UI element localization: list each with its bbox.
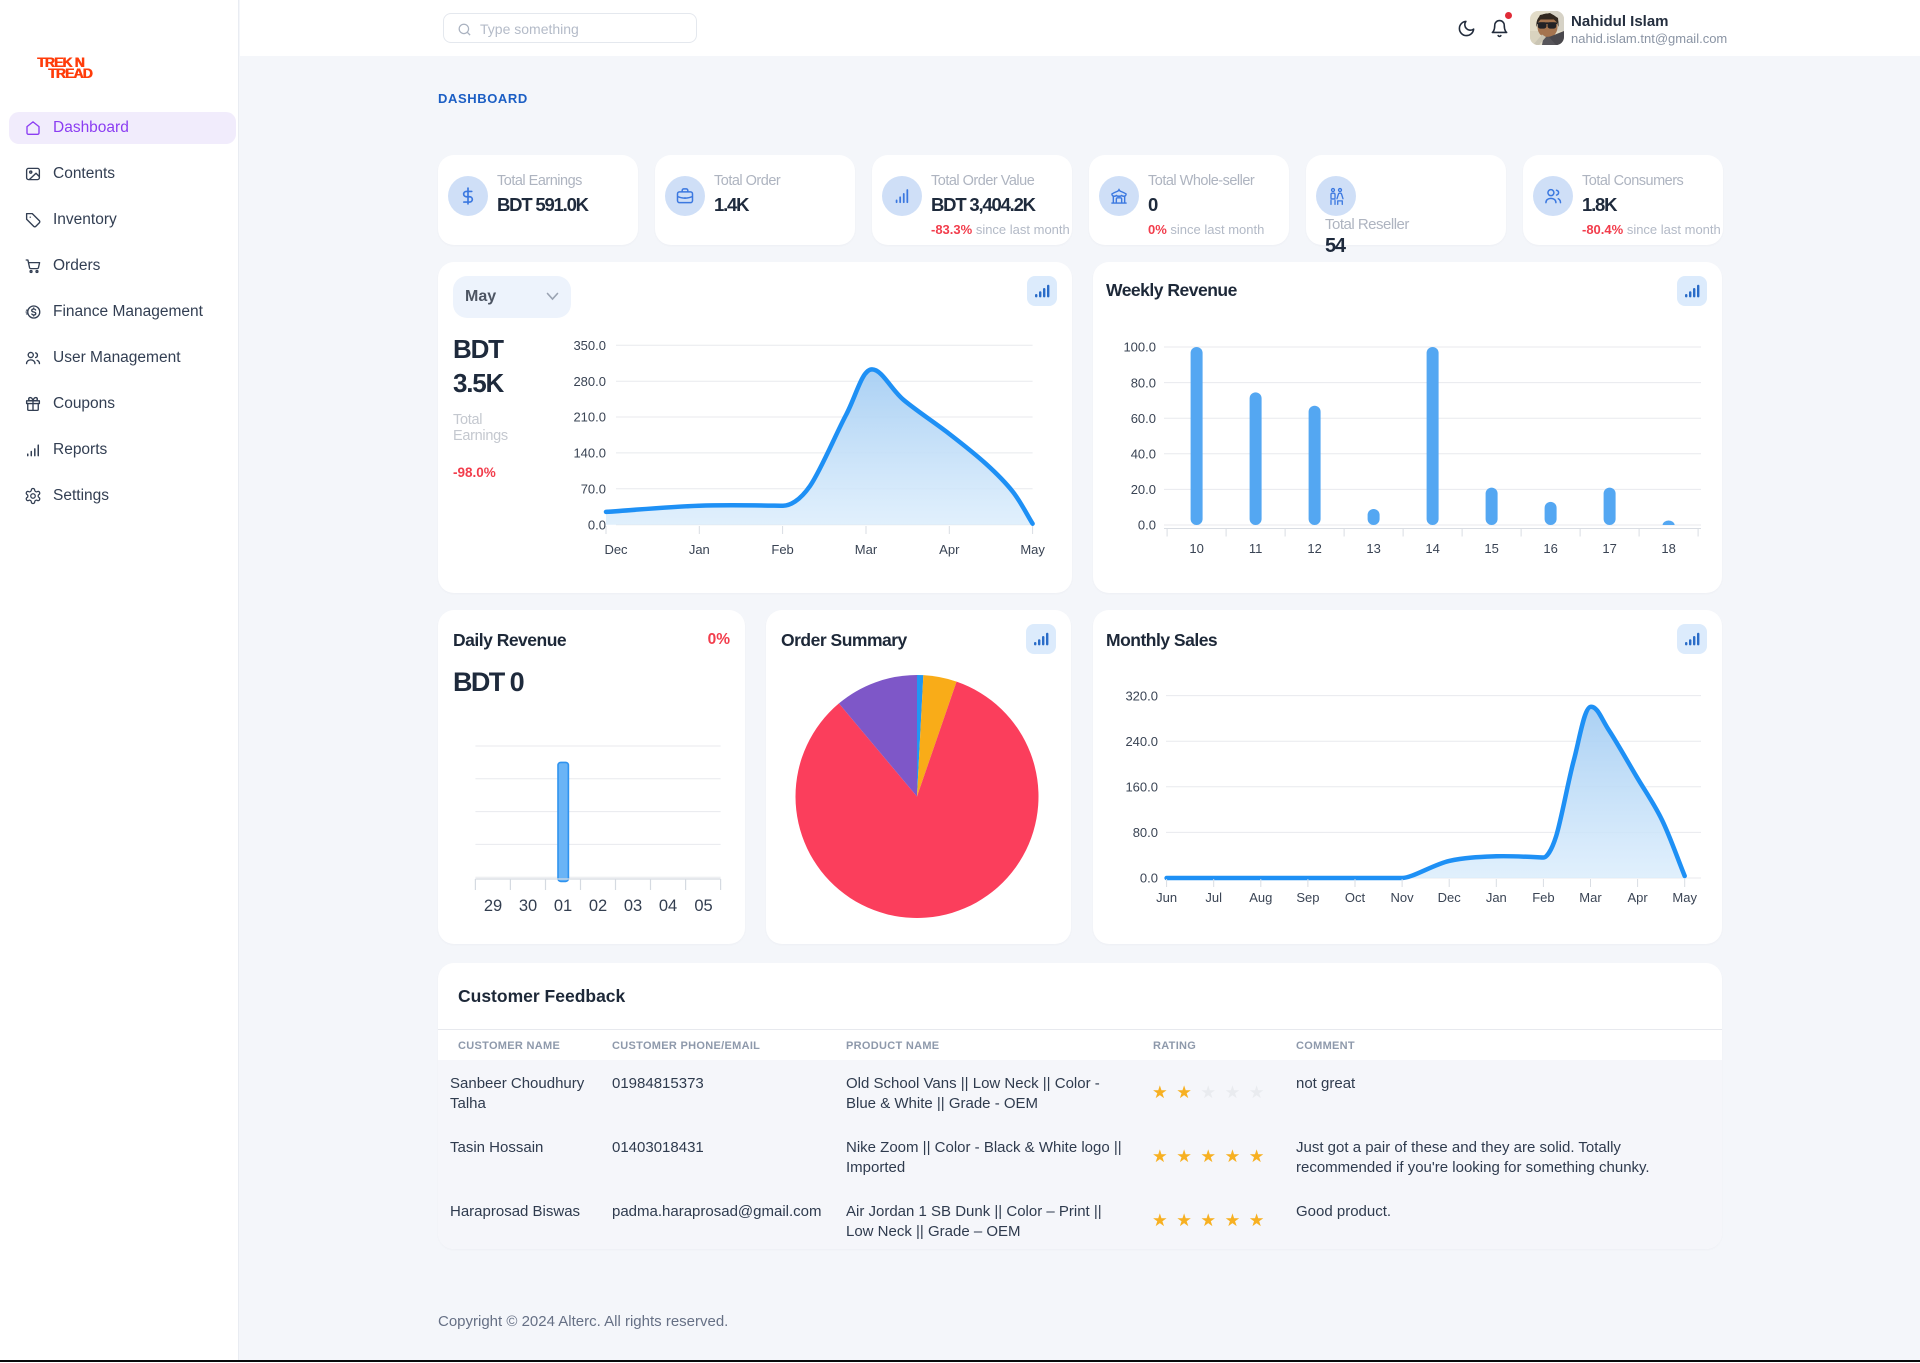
svg-text:70.0: 70.0 — [581, 482, 606, 497]
svg-text:11: 11 — [1249, 541, 1263, 556]
svg-text:Mar: Mar — [1579, 890, 1602, 905]
svg-text:05: 05 — [694, 897, 712, 915]
svg-text:20.0: 20.0 — [1131, 482, 1156, 497]
svg-text:280.0: 280.0 — [573, 374, 606, 389]
svg-text:60.0: 60.0 — [1131, 411, 1156, 426]
svg-text:Mar: Mar — [855, 542, 878, 557]
svg-text:160.0: 160.0 — [1125, 780, 1158, 795]
svg-text:15: 15 — [1484, 541, 1498, 556]
svg-text:240.0: 240.0 — [1125, 734, 1158, 749]
svg-text:Dec: Dec — [604, 542, 628, 557]
svg-text:02: 02 — [589, 897, 607, 915]
svg-text:80.0: 80.0 — [1131, 375, 1156, 390]
svg-text:Jun: Jun — [1156, 890, 1177, 905]
svg-text:0.0: 0.0 — [1138, 518, 1156, 533]
svg-text:01: 01 — [554, 897, 572, 915]
svg-text:16: 16 — [1543, 541, 1557, 556]
svg-text:Jan: Jan — [1486, 890, 1507, 905]
svg-text:04: 04 — [659, 897, 677, 915]
svg-text:May: May — [1020, 542, 1045, 557]
svg-text:29: 29 — [484, 897, 502, 915]
svg-text:Apr: Apr — [939, 542, 960, 557]
svg-text:12: 12 — [1307, 541, 1321, 556]
svg-text:Dec: Dec — [1438, 890, 1462, 905]
svg-text:10: 10 — [1189, 541, 1203, 556]
svg-text:0.0: 0.0 — [588, 517, 606, 532]
svg-text:80.0: 80.0 — [1133, 825, 1158, 840]
svg-text:Feb: Feb — [771, 542, 793, 557]
svg-text:210.0: 210.0 — [573, 410, 606, 425]
svg-text:18: 18 — [1661, 541, 1675, 556]
svg-text:Jul: Jul — [1205, 890, 1222, 905]
svg-text:40.0: 40.0 — [1131, 447, 1156, 462]
svg-text:Sep: Sep — [1296, 890, 1319, 905]
svg-text:Aug: Aug — [1249, 890, 1272, 905]
svg-text:17: 17 — [1602, 541, 1616, 556]
svg-text:Feb: Feb — [1532, 890, 1554, 905]
svg-text:May: May — [1672, 890, 1697, 905]
svg-text:Apr: Apr — [1627, 890, 1648, 905]
svg-text:100.0: 100.0 — [1123, 340, 1156, 355]
svg-text:14: 14 — [1425, 541, 1439, 556]
svg-text:0.0: 0.0 — [1140, 871, 1158, 886]
svg-text:03: 03 — [624, 897, 642, 915]
svg-text:30: 30 — [519, 897, 537, 915]
svg-text:140.0: 140.0 — [573, 446, 606, 461]
svg-text:320.0: 320.0 — [1125, 688, 1158, 703]
svg-text:Jan: Jan — [689, 542, 710, 557]
svg-text:13: 13 — [1366, 541, 1380, 556]
svg-text:Nov: Nov — [1391, 890, 1415, 905]
svg-text:350.0: 350.0 — [573, 340, 606, 353]
svg-text:Oct: Oct — [1345, 890, 1366, 905]
